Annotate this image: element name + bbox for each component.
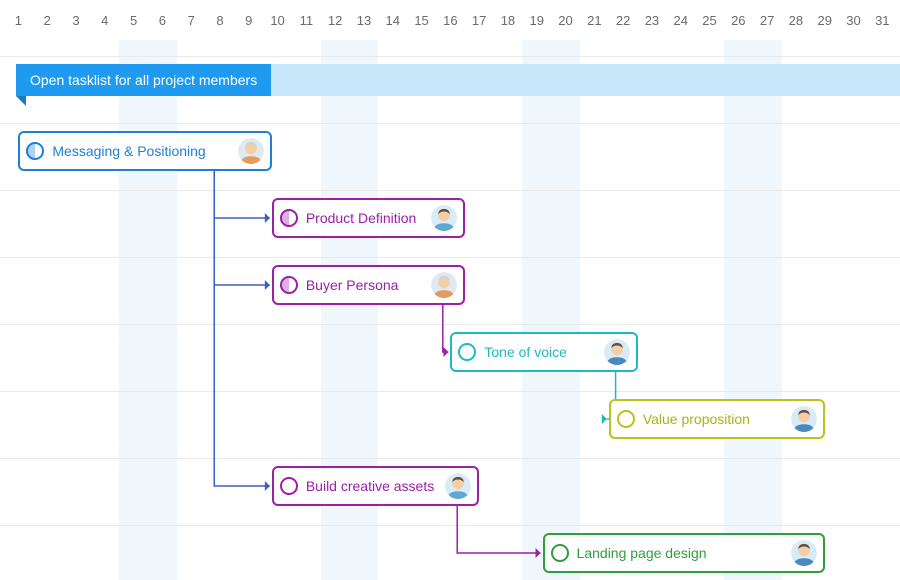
row-separator <box>0 56 900 57</box>
task-product-def[interactable]: Product Definition <box>272 198 465 238</box>
day-label: 13 <box>350 13 379 28</box>
row-separator <box>0 324 900 325</box>
assignee-avatar[interactable] <box>791 406 817 432</box>
day-label: 7 <box>177 13 206 28</box>
day-label: 22 <box>609 13 638 28</box>
day-label: 9 <box>234 13 263 28</box>
day-label: 12 <box>321 13 350 28</box>
day-label: 6 <box>148 13 177 28</box>
weekend-stripe <box>119 40 177 580</box>
task-label: Value proposition <box>643 411 750 427</box>
assignee-avatar[interactable] <box>445 473 471 499</box>
task-creative[interactable]: Build creative assets <box>272 466 479 506</box>
row-separator <box>0 123 900 124</box>
gantt-chart: 1234567891011121314151617181920212223242… <box>0 0 900 580</box>
day-label: 11 <box>292 13 321 28</box>
day-label: 28 <box>782 13 811 28</box>
row-separator <box>0 391 900 392</box>
banner-tail <box>271 64 900 96</box>
day-axis: 1234567891011121314151617181920212223242… <box>0 0 900 40</box>
task-tone[interactable]: Tone of voice <box>450 332 637 372</box>
row-separator <box>0 190 900 191</box>
day-label: 3 <box>62 13 91 28</box>
status-icon <box>280 276 298 294</box>
status-icon <box>551 544 569 562</box>
banner-text: Open tasklist for all project members <box>30 72 257 88</box>
tasklist-banner[interactable]: Open tasklist for all project members <box>16 64 900 96</box>
assignee-avatar[interactable] <box>238 138 264 164</box>
day-label: 4 <box>90 13 119 28</box>
task-label: Tone of voice <box>484 344 567 360</box>
weekend-stripe <box>522 40 580 580</box>
tasklist-banner-label: Open tasklist for all project members <box>16 64 271 96</box>
status-icon <box>617 410 635 428</box>
weekend-stripe <box>724 40 782 580</box>
day-label: 16 <box>436 13 465 28</box>
row-separator <box>0 525 900 526</box>
day-label: 23 <box>638 13 667 28</box>
task-label: Build creative assets <box>306 478 434 494</box>
task-label: Landing page design <box>577 545 707 561</box>
assignee-avatar[interactable] <box>604 339 630 365</box>
task-label: Buyer Persona <box>306 277 399 293</box>
assignee-avatar[interactable] <box>791 540 817 566</box>
day-label: 19 <box>522 13 551 28</box>
day-label: 14 <box>378 13 407 28</box>
day-label: 24 <box>666 13 695 28</box>
day-label: 17 <box>465 13 494 28</box>
task-label: Messaging & Positioning <box>52 143 205 159</box>
status-icon <box>280 209 298 227</box>
status-icon <box>280 477 298 495</box>
status-icon <box>458 343 476 361</box>
day-label: 2 <box>33 13 62 28</box>
assignee-avatar[interactable] <box>431 205 457 231</box>
day-label: 18 <box>494 13 523 28</box>
assignee-avatar[interactable] <box>431 272 457 298</box>
day-label: 21 <box>580 13 609 28</box>
day-label: 26 <box>724 13 753 28</box>
task-landing[interactable]: Landing page design <box>543 533 825 573</box>
day-label: 10 <box>263 13 292 28</box>
row-separator <box>0 257 900 258</box>
day-label: 30 <box>839 13 868 28</box>
task-messaging[interactable]: Messaging & Positioning <box>18 131 271 171</box>
day-label: 1 <box>4 13 33 28</box>
row-separator <box>0 458 900 459</box>
day-label: 8 <box>206 13 235 28</box>
task-buyer-persona[interactable]: Buyer Persona <box>272 265 465 305</box>
day-label: 25 <box>695 13 724 28</box>
day-label: 15 <box>407 13 436 28</box>
status-icon <box>26 142 44 160</box>
day-label: 20 <box>551 13 580 28</box>
task-value-prop[interactable]: Value proposition <box>609 399 825 439</box>
day-label: 5 <box>119 13 148 28</box>
task-label: Product Definition <box>306 210 417 226</box>
day-label: 27 <box>753 13 782 28</box>
day-label: 29 <box>810 13 839 28</box>
day-label: 31 <box>868 13 897 28</box>
